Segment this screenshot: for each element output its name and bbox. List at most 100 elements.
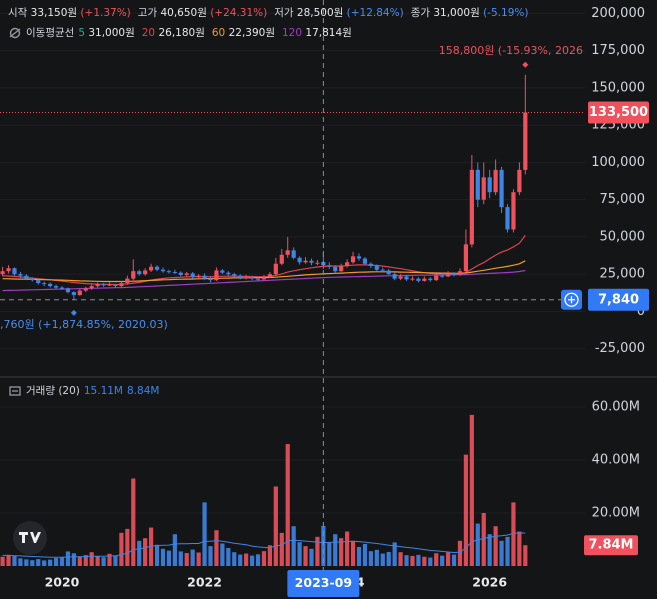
candle-body xyxy=(214,270,219,281)
volume-bar xyxy=(368,551,373,566)
candle-body xyxy=(297,257,302,263)
volume-bar xyxy=(238,554,243,566)
volume-bar xyxy=(89,552,94,566)
volume-bar xyxy=(398,552,403,566)
volume-bar xyxy=(428,557,433,566)
candle-body xyxy=(238,275,243,278)
logo xyxy=(13,521,47,555)
candle-body xyxy=(53,286,59,288)
volume-bar xyxy=(30,560,35,566)
candle-body xyxy=(226,272,231,275)
volume-bar xyxy=(339,538,344,566)
x-tick-label: 2022 xyxy=(187,575,222,590)
candle-body xyxy=(517,169,522,193)
volume-bar xyxy=(511,502,516,566)
ohlc-legend: 시작 33,150원 (+1.37%) 고가 40,650원 (+24.31%)… xyxy=(8,5,531,20)
volume-bar xyxy=(101,557,106,566)
volume-bar xyxy=(184,553,189,566)
last-price-label: 133,500 xyxy=(589,105,648,120)
ohlc-item: 고가 40,650원 (+24.31%) xyxy=(138,5,267,20)
candle-body xyxy=(12,268,17,275)
volume-bar xyxy=(446,552,451,566)
volume-bar xyxy=(422,556,427,566)
ohlc-label: 저가 xyxy=(274,7,294,19)
y-tick-label: 20.00M xyxy=(592,505,640,520)
crosshair-price-box xyxy=(588,288,649,311)
candle-body xyxy=(469,169,474,245)
candle-body xyxy=(196,275,201,278)
candle-body xyxy=(339,265,344,272)
last-volume-label: 7.84M xyxy=(588,538,633,553)
volume-bar xyxy=(303,546,308,566)
candle-body xyxy=(315,262,320,264)
logo-mark xyxy=(19,532,41,543)
ma-item: 5 31,000원 xyxy=(78,25,134,40)
volume-bar xyxy=(356,546,362,566)
candle-body xyxy=(475,169,480,200)
volume-bar xyxy=(475,523,480,566)
candle-body xyxy=(327,265,332,267)
volume-bar xyxy=(404,555,409,566)
volume-bar xyxy=(0,556,5,566)
volume-bar xyxy=(42,560,47,566)
volume-bar xyxy=(434,553,439,566)
volume-bar xyxy=(523,545,528,566)
volume-bar xyxy=(226,547,231,566)
ohlc-label: 시작 xyxy=(8,7,28,19)
ma-period: 5 xyxy=(78,27,85,39)
volume-bar xyxy=(493,526,498,566)
candle-body xyxy=(451,273,457,275)
candle-body xyxy=(89,286,94,289)
candle-body xyxy=(101,283,106,286)
ma-title: 이동평균선 xyxy=(26,27,75,39)
volume-bar xyxy=(160,548,166,566)
ohlc-item: 저가 28,500원 (+12.84%) xyxy=(274,5,403,20)
candle-body xyxy=(279,254,284,264)
candle-body xyxy=(380,269,385,271)
volume-bar xyxy=(380,553,385,566)
candle-body xyxy=(113,284,118,287)
candle-body xyxy=(428,278,433,281)
ma-value: 17,814원 xyxy=(305,27,352,39)
candle-body xyxy=(184,273,189,275)
ma-value: 22,390원 xyxy=(228,27,275,39)
volume-title: 거래량 (20) xyxy=(26,385,80,397)
ma-item: 20 26,180원 xyxy=(142,25,205,40)
volume-bar xyxy=(214,530,219,566)
volume-bar xyxy=(345,531,350,566)
volume-bar xyxy=(255,554,261,566)
volume-bar xyxy=(196,552,201,566)
max-annotation: 158,800원 (-15.93%, 2026 xyxy=(439,44,583,57)
candle-body xyxy=(190,273,195,278)
candle-body xyxy=(499,169,504,208)
candle-body xyxy=(398,276,403,279)
candle-body xyxy=(255,278,261,280)
max-marker xyxy=(522,61,529,68)
y-tick-label: 25,000 xyxy=(600,267,646,282)
volume-legend: 거래량 (20) 15.11M 8.84M xyxy=(8,383,159,398)
volume-bar xyxy=(321,525,326,566)
candle-body xyxy=(481,177,486,200)
volume-bar xyxy=(350,540,356,566)
candle-body xyxy=(291,250,296,258)
volume-bar xyxy=(285,444,290,566)
volume-bar xyxy=(416,554,421,566)
candle-body xyxy=(42,283,47,285)
y-tick-label: 150,000 xyxy=(591,80,645,95)
volume-bar xyxy=(315,536,320,566)
ma-item: 60 22,390원 xyxy=(212,25,275,40)
volume-bar xyxy=(487,534,492,566)
add-alert-icon xyxy=(564,292,579,307)
candle-body xyxy=(303,260,308,263)
ohlc-change: (+12.84%) xyxy=(346,7,404,19)
candle-body xyxy=(143,270,148,275)
volume-bar xyxy=(65,551,71,566)
volume-bar xyxy=(208,546,213,566)
candle-body xyxy=(446,273,451,277)
volume-bar xyxy=(297,542,302,566)
candle-body xyxy=(95,283,100,287)
crosshair-date-box xyxy=(287,570,360,597)
ohlc-change: (-5.19%) xyxy=(483,7,529,19)
volume-bar xyxy=(333,534,338,566)
